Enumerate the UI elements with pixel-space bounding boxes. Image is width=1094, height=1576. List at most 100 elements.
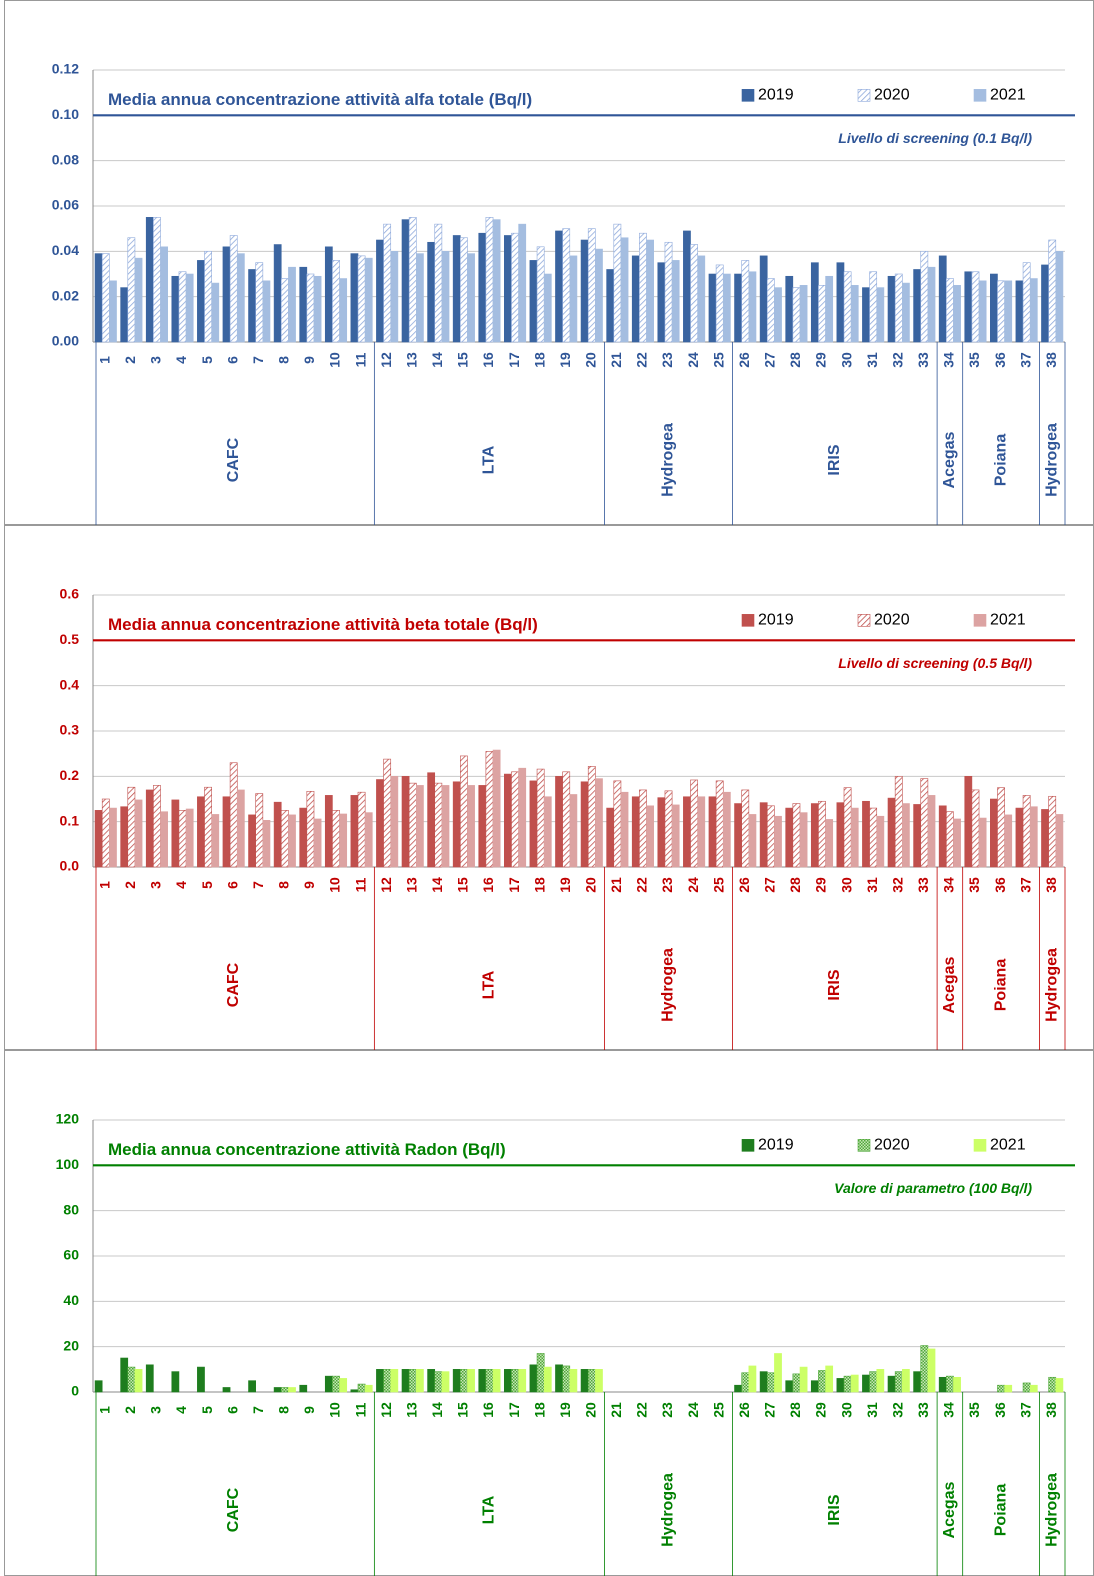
bar — [178, 810, 187, 868]
bar — [518, 223, 527, 343]
bar — [178, 271, 187, 343]
legend-swatch — [973, 614, 987, 627]
group-label: Hydrogea — [660, 1473, 677, 1547]
bar — [273, 801, 282, 868]
bar — [657, 797, 666, 868]
bar — [529, 780, 538, 868]
x-tick-label: 4 — [173, 1406, 189, 1414]
bar — [364, 812, 373, 868]
bar — [197, 260, 205, 343]
bar — [887, 797, 896, 868]
bar — [1029, 278, 1038, 343]
y-tick-label: 120 — [56, 1111, 80, 1127]
bar — [134, 799, 143, 868]
x-tick-label: 11 — [352, 877, 368, 892]
bar — [639, 789, 647, 868]
bar — [953, 285, 961, 343]
bar — [748, 1365, 757, 1393]
x-tick-label: 37 — [1017, 352, 1033, 368]
bar — [664, 241, 673, 343]
bar — [511, 1369, 519, 1393]
y-tick-label: 0.5 — [60, 631, 80, 647]
bar — [741, 260, 750, 343]
bar — [978, 817, 987, 868]
bar — [734, 803, 742, 868]
bar — [273, 244, 282, 343]
bar — [467, 253, 475, 343]
bar — [722, 791, 731, 868]
x-tick-label: 35 — [966, 877, 982, 893]
bar — [946, 1375, 954, 1393]
bar — [792, 287, 801, 343]
bar — [460, 1369, 468, 1393]
chart: 0.00.10.20.30.40.50.61 2 3 4 5 6 7 8 9 10 11 12 13 14… — [4, 525, 1094, 1050]
bar — [850, 1374, 859, 1393]
group-label: Hydrogea — [660, 423, 677, 497]
bar — [697, 255, 706, 343]
bar — [938, 255, 947, 343]
x-tick-label: 34 — [941, 877, 957, 893]
bar — [120, 806, 129, 868]
x-tick-label: 36 — [992, 352, 1008, 368]
x-tick-label: 10 — [327, 352, 343, 368]
bar — [595, 248, 603, 343]
bar — [580, 239, 589, 343]
x-tick-label: 28 — [787, 1402, 803, 1418]
bar — [222, 796, 231, 868]
bar — [1048, 239, 1057, 343]
legend-swatch — [857, 1139, 871, 1152]
x-tick-label: 1 — [96, 881, 112, 889]
bar — [211, 814, 220, 868]
bar — [401, 776, 410, 868]
x-tick-label: 10 — [327, 877, 343, 893]
bar — [697, 796, 706, 868]
bar — [1041, 809, 1049, 868]
legend-label: 2020 — [874, 87, 910, 104]
bar — [613, 780, 622, 868]
x-tick-label: 16 — [480, 877, 496, 893]
bar — [1004, 814, 1013, 868]
x-tick-label: 2 — [122, 356, 138, 364]
bar — [580, 781, 589, 868]
x-tick-label: 5 — [199, 1406, 215, 1414]
x-tick-label: 25 — [710, 877, 726, 893]
bar — [255, 793, 264, 868]
legend-label: 2021 — [990, 612, 1026, 629]
x-tick-label: 38 — [1043, 352, 1059, 368]
legend-label: 2019 — [758, 87, 794, 104]
group-label: Poiana — [992, 1484, 1009, 1537]
bar — [313, 275, 322, 343]
bar — [920, 778, 929, 868]
bar — [536, 246, 545, 343]
bar — [101, 798, 110, 868]
bar — [990, 273, 998, 343]
x-tick-label: 19 — [557, 1402, 573, 1418]
bar — [390, 251, 399, 343]
bar — [467, 1369, 475, 1393]
x-tick-label: 24 — [685, 877, 701, 893]
legend-label: 2019 — [758, 1137, 794, 1154]
bar — [690, 244, 698, 343]
x-tick-label: 6 — [224, 881, 240, 889]
y-tick-label: 80 — [63, 1201, 79, 1217]
y-tick-label: 60 — [63, 1247, 79, 1263]
chart-title: Media annua concentrazione attività Rado… — [108, 1140, 506, 1159]
bar — [529, 1364, 538, 1393]
x-tick-label: 18 — [531, 352, 547, 368]
bar — [229, 235, 238, 343]
bar — [587, 228, 596, 343]
bar — [504, 235, 512, 343]
bar — [759, 255, 768, 343]
bar — [1041, 264, 1049, 343]
bar — [971, 271, 980, 343]
bar — [427, 1369, 436, 1393]
bar — [441, 251, 450, 343]
bar — [1015, 807, 1024, 868]
bar — [620, 791, 629, 868]
y-tick-label: 0.04 — [52, 242, 79, 258]
bar — [766, 1372, 775, 1393]
bar — [759, 802, 768, 868]
bar — [741, 789, 750, 868]
bar — [1055, 251, 1064, 343]
y-tick-label: 0.06 — [52, 197, 79, 213]
